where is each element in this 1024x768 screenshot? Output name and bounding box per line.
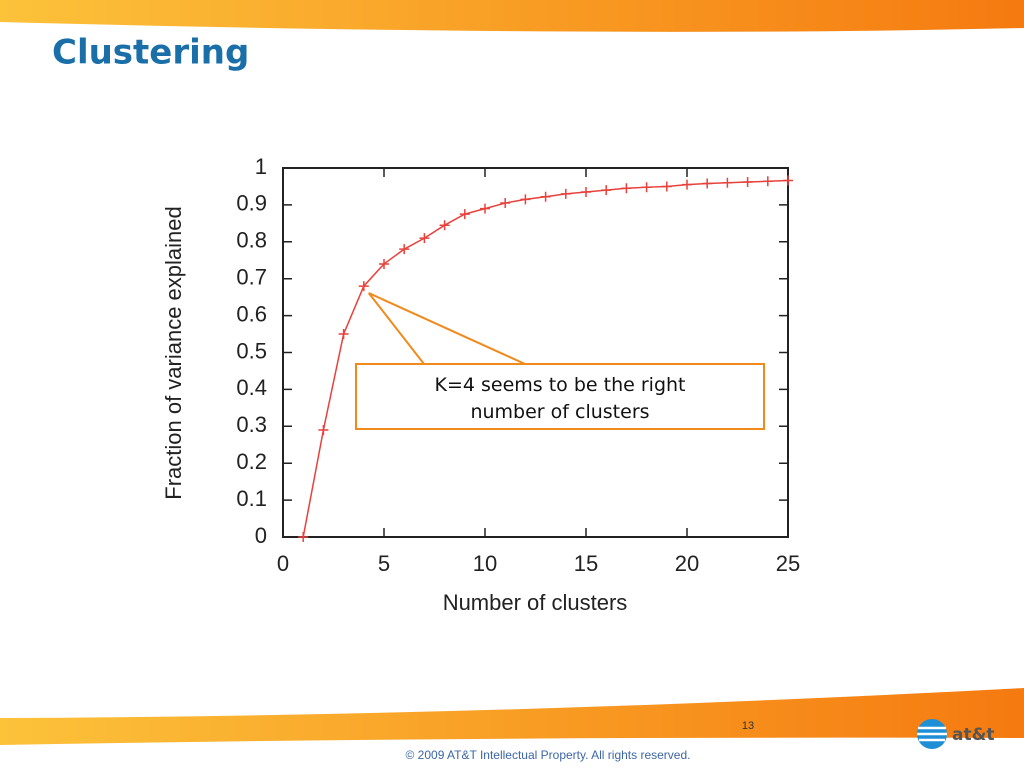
y-tick-label: 0.5 bbox=[236, 338, 267, 363]
y-tick-label: 0.4 bbox=[236, 375, 267, 400]
series-line bbox=[302, 179, 789, 538]
point-marker bbox=[702, 178, 713, 189]
point-marker bbox=[520, 194, 531, 205]
point-marker bbox=[783, 175, 793, 186]
x-tick-label: 10 bbox=[473, 551, 497, 576]
annotation: K=4 seems to be the right number of clus… bbox=[355, 363, 765, 430]
point-marker bbox=[540, 191, 551, 202]
x-tick-label: 0 bbox=[277, 551, 289, 576]
point-marker bbox=[581, 186, 591, 197]
x-tick-label: 5 bbox=[378, 551, 390, 576]
point-marker bbox=[621, 183, 632, 194]
x-tick-label: 20 bbox=[675, 551, 699, 576]
point-marker bbox=[459, 209, 470, 220]
point-marker bbox=[419, 233, 430, 244]
y-tick-label: 0.1 bbox=[236, 486, 267, 511]
point-marker bbox=[318, 424, 329, 435]
point-marker bbox=[338, 329, 349, 340]
point-marker bbox=[560, 188, 571, 199]
x-axis-label: Number of clusters bbox=[443, 590, 628, 615]
page-number: 13 bbox=[742, 720, 754, 732]
point-marker bbox=[358, 281, 369, 292]
header-band bbox=[0, 0, 1024, 32]
logo-text: at&t bbox=[952, 725, 995, 745]
point-marker bbox=[500, 198, 511, 209]
y-tick-label: 0.9 bbox=[236, 191, 267, 216]
callout-pointer bbox=[368, 292, 526, 365]
plot-frame bbox=[282, 167, 789, 538]
point-marker bbox=[742, 177, 753, 188]
x-tick-label: 25 bbox=[776, 551, 800, 576]
y-tick-label: 0.3 bbox=[236, 412, 267, 437]
point-marker bbox=[641, 182, 652, 193]
point-marker bbox=[480, 203, 490, 214]
point-marker bbox=[682, 179, 692, 190]
slide-title: Clustering bbox=[52, 33, 249, 73]
point-marker bbox=[298, 532, 309, 542]
point-marker bbox=[399, 244, 410, 255]
y-tick-label: 0.7 bbox=[236, 265, 267, 290]
y-tick-label: 1 bbox=[255, 154, 267, 179]
footer: © 2009 AT&T Intellectual Property. All r… bbox=[406, 748, 691, 762]
logo: at&t bbox=[917, 719, 995, 749]
y-tick-label: 0.2 bbox=[236, 449, 267, 474]
point-marker bbox=[762, 176, 773, 187]
y-tick-label: 0.8 bbox=[236, 228, 267, 253]
y-tick-label: 0.6 bbox=[236, 301, 267, 326]
point-marker bbox=[722, 177, 733, 188]
point-marker bbox=[601, 185, 612, 196]
footer-band bbox=[0, 688, 1024, 745]
point-marker bbox=[661, 181, 672, 192]
y-tick-label: 0 bbox=[255, 523, 267, 548]
point-marker bbox=[439, 220, 450, 231]
x-tick-label: 15 bbox=[574, 551, 598, 576]
point-marker bbox=[379, 258, 389, 269]
y-axis-label: Fraction of variance explained bbox=[161, 206, 186, 500]
